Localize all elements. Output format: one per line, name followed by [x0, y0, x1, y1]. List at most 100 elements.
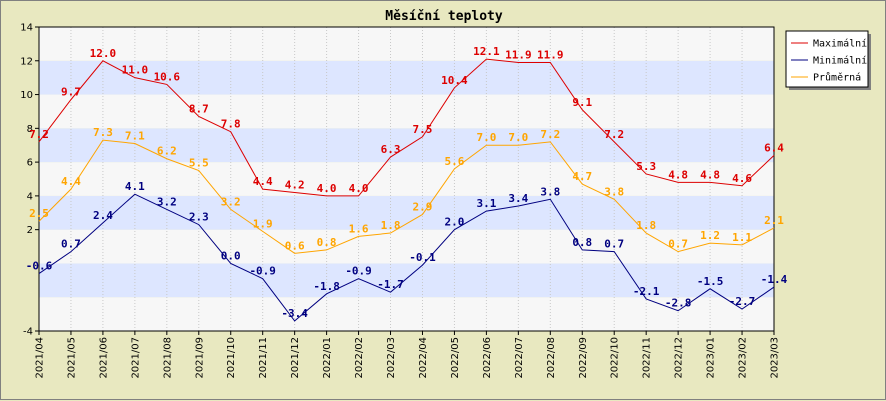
- data-label: 4.2: [285, 179, 305, 192]
- y-tick-label: 6: [27, 158, 33, 169]
- grid-band: [39, 60, 774, 95]
- data-label: 7.1: [125, 130, 145, 143]
- data-label: 3.8: [540, 185, 560, 198]
- y-tick-label: 2: [27, 225, 33, 236]
- data-label: 11.0: [122, 64, 149, 77]
- data-label: 2.3: [189, 211, 209, 224]
- legend-entry: Průměrná: [813, 72, 861, 84]
- y-tick-label: 14: [20, 23, 33, 34]
- y-tick-label: 10: [20, 90, 33, 101]
- data-label: 12.1: [473, 45, 500, 58]
- data-label: 4.7: [572, 170, 592, 183]
- data-label: 3.8: [604, 185, 624, 198]
- data-label: 0.0: [221, 249, 241, 262]
- data-label: 11.9: [505, 48, 532, 61]
- data-label: 1.2: [700, 229, 720, 242]
- data-label: 0.7: [668, 238, 688, 251]
- series-line-1: [38, 58, 775, 197]
- x-tick-label: 2021/05: [66, 337, 77, 379]
- data-label: -1.8: [313, 280, 340, 293]
- data-label: 7.3: [93, 126, 113, 139]
- data-label: 6.4: [764, 141, 784, 154]
- x-tick-label: 2021/07: [130, 337, 141, 379]
- data-label: 1.6: [349, 222, 369, 235]
- x-tick-label: 2023/01: [706, 337, 717, 379]
- x-tick-label: 2022/12: [674, 337, 685, 379]
- x-tick-label: 2023/03: [770, 337, 781, 379]
- data-label: 7.0: [508, 131, 528, 144]
- x-tick-label: 2022/08: [546, 337, 557, 379]
- data-label: 5.5: [189, 157, 209, 170]
- data-label: 7.2: [540, 128, 560, 141]
- data-label: 6.3: [381, 143, 401, 156]
- data-label: -3.4: [281, 307, 308, 320]
- y-tick-label: 8: [27, 124, 33, 135]
- x-tick-label: 2021/04: [35, 337, 46, 379]
- data-label: 10.6: [154, 70, 181, 83]
- grid-band: [39, 162, 774, 196]
- data-label: -0.9: [249, 265, 276, 278]
- x-tick-label: 2022/07: [514, 337, 525, 379]
- data-label: -2.8: [665, 297, 692, 310]
- x-tick-label: 2021/08: [162, 337, 173, 379]
- x-tick-label: 2021/09: [194, 337, 205, 379]
- data-label: 5.3: [636, 160, 656, 173]
- x-tick-label: 2021/11: [258, 337, 269, 379]
- data-label: 1.1: [732, 231, 752, 244]
- x-tick-label: 2023/02: [738, 337, 749, 379]
- series-line-3: [38, 139, 775, 254]
- data-label: 6.2: [157, 145, 177, 158]
- data-label: -0.9: [345, 265, 372, 278]
- data-label: -2.7: [729, 295, 756, 308]
- data-label: 5.6: [444, 155, 464, 168]
- data-label: 9.1: [572, 96, 592, 109]
- data-label: 1.8: [636, 219, 656, 232]
- data-label: 4.0: [317, 182, 337, 195]
- data-label: 2.4: [93, 209, 113, 222]
- x-tick-label: 2022/01: [322, 337, 333, 379]
- x-tick-label: 2022/05: [450, 337, 461, 379]
- data-label: -2.1: [633, 285, 660, 298]
- x-tick-label: 2022/03: [386, 337, 397, 379]
- x-tick-label: 2021/12: [290, 337, 301, 379]
- x-tick-label: 2022/11: [642, 337, 653, 379]
- data-label: 7.2: [604, 128, 624, 141]
- series-line-2: [38, 193, 775, 322]
- data-label: -1.7: [377, 278, 404, 291]
- data-label: 3.1: [476, 197, 496, 210]
- data-label: 7.8: [221, 118, 241, 131]
- data-label: 7.5: [413, 123, 433, 136]
- data-label: 2.5: [29, 207, 49, 220]
- x-tick-label: 2022/09: [578, 337, 589, 379]
- legend-box: [785, 30, 869, 88]
- legend: Maximální Minimální Průměrná: [785, 30, 871, 90]
- grid-band: [39, 263, 774, 298]
- y-tick-label: 12: [20, 56, 33, 67]
- data-label: 2.0: [444, 216, 464, 229]
- grid-band: [39, 229, 774, 264]
- data-label: 2.9: [413, 200, 433, 213]
- x-tick-label: 2021/10: [226, 337, 237, 379]
- data-label: 4.0: [349, 182, 369, 195]
- data-label: 0.8: [572, 236, 592, 249]
- x-tick-label: 2021/06: [98, 337, 109, 379]
- x-tick-label: 2022/04: [418, 337, 429, 379]
- data-label: 7.2: [29, 128, 49, 141]
- grid-band: [39, 27, 774, 61]
- chart-title: Měsíční teploty: [385, 9, 503, 24]
- data-label: 4.4: [253, 175, 273, 188]
- data-label: -1.4: [761, 273, 788, 286]
- data-label: -0.1: [409, 251, 436, 264]
- data-label: 12.0: [90, 47, 117, 60]
- x-tick-label: 2022/06: [482, 337, 493, 379]
- data-label: 1.8: [381, 219, 401, 232]
- data-label: 11.9: [537, 48, 564, 61]
- y-tick-label: -4: [23, 327, 33, 338]
- data-label: 0.6: [285, 239, 305, 252]
- data-label: 3.4: [508, 192, 528, 205]
- data-label: -0.6: [26, 260, 53, 273]
- legend-entry: Maximální: [813, 38, 867, 50]
- y-tick-label: 4: [27, 191, 33, 202]
